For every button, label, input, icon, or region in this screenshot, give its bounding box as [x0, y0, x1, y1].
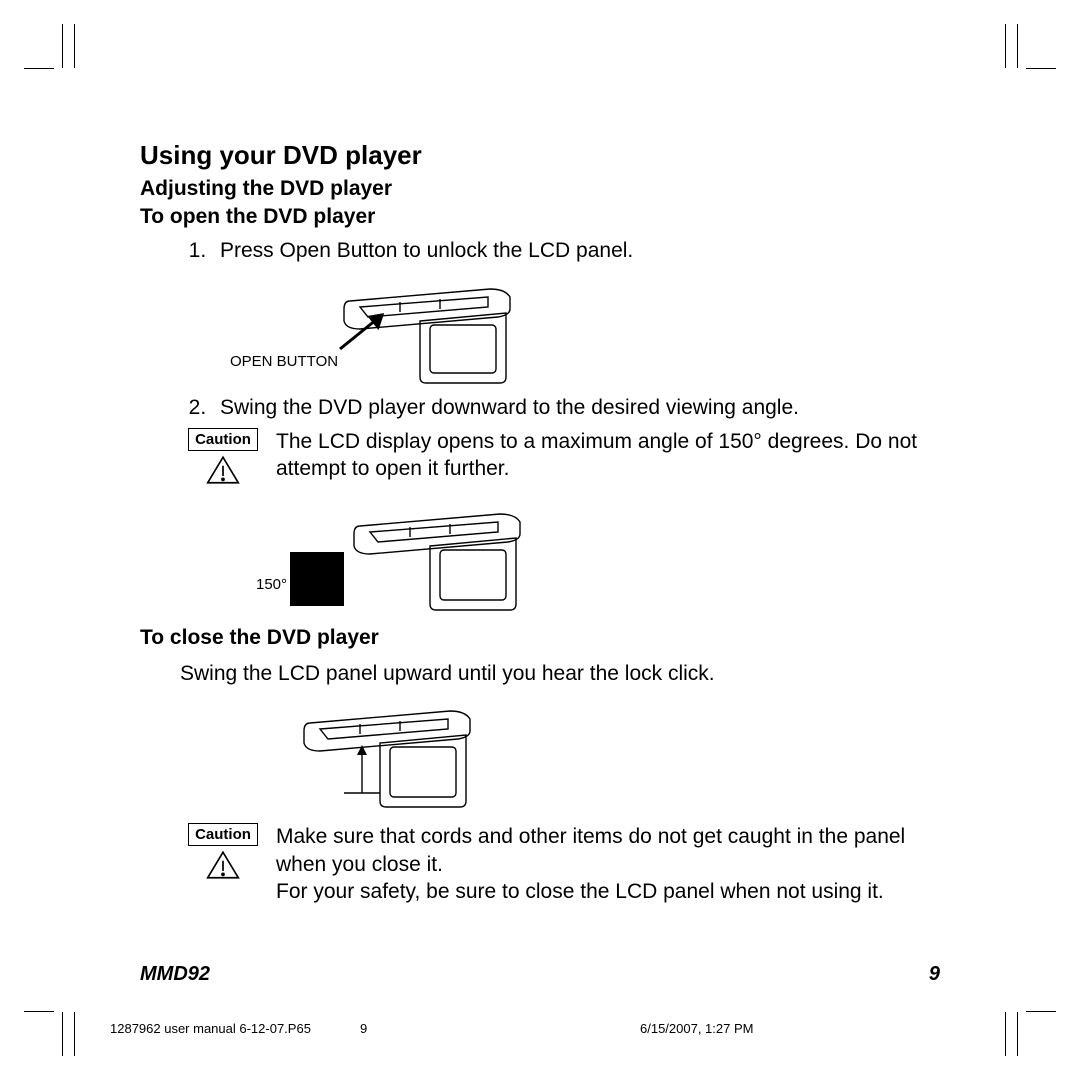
step-1: Press Open Button to unlock the LCD pane…	[212, 239, 940, 263]
close-body: Swing the LCD panel upward until you hea…	[180, 660, 940, 687]
caution-label: Caution	[188, 823, 258, 846]
caution-text-1: The LCD display opens to a maximum angle…	[276, 428, 940, 483]
meta-file: 1287962 user manual 6-12-07.P65	[110, 1021, 360, 1036]
caution-block-1: Caution The LCD display opens to a maxim…	[180, 428, 940, 490]
warning-icon	[206, 455, 240, 490]
caution-text-2b: For your safety, be sure to close the LC…	[276, 878, 940, 905]
footer-model: MMD92	[140, 963, 210, 986]
page-footer: MMD92 9	[140, 963, 940, 986]
meta-datetime: 6/15/2007, 1:27 PM	[640, 1021, 970, 1036]
step-2: Swing the DVD player downward to the des…	[212, 396, 940, 420]
caution-label: Caution	[188, 428, 258, 451]
meta-footer: 1287962 user manual 6-12-07.P65 9 6/15/2…	[110, 1021, 970, 1036]
dvd-close-diagram	[280, 693, 520, 813]
caution-text-2a: Make sure that cords and other items do …	[276, 823, 940, 878]
page-title: Using your DVD player	[140, 140, 940, 171]
caution-block-2: Caution Make sure that cords and other i…	[180, 823, 940, 905]
figure-angle: 150°	[230, 496, 940, 616]
warning-icon	[206, 850, 240, 885]
angle-label: 150°	[256, 576, 287, 593]
open-heading: To open the DVD player	[140, 205, 940, 229]
figure-open-button: OPEN BUTTON	[230, 271, 940, 386]
figure-close	[280, 693, 940, 813]
meta-page: 9	[360, 1021, 640, 1036]
manual-page: Using your DVD player Adjusting the DVD …	[140, 140, 940, 960]
footer-page-number: 9	[929, 963, 940, 986]
dvd-open-diagram	[310, 271, 590, 386]
dvd-angle-diagram	[330, 496, 570, 616]
section-subtitle: Adjusting the DVD player	[140, 177, 940, 201]
close-heading: To close the DVD player	[140, 626, 940, 650]
